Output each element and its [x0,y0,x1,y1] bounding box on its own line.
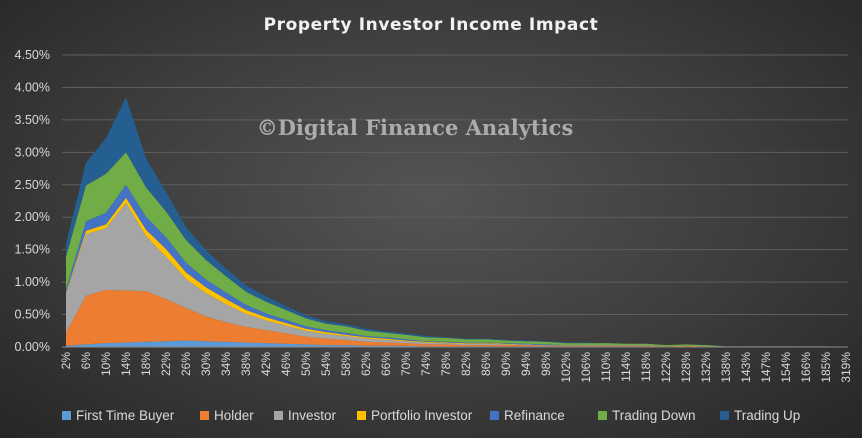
legend-label: Portfolio Investor [371,408,473,423]
x-tick-label: 110% [599,352,613,382]
legend-swatch [598,411,607,420]
x-tick-label: 26% [179,352,193,376]
y-axis-ticks: 0.00% 0.50% 1.00% 1.50% 2.00% 2.50% 3.00% 3.50%… [15,48,50,354]
x-tick-label: 90% [499,352,513,376]
legend-label: First Time Buyer [76,408,175,423]
legend-label: Holder [214,408,254,423]
y-tick-label: 2.50% [15,178,50,192]
x-tick-label: 86% [479,352,493,376]
y-tick-label: 0.00% [15,340,50,354]
series-area-holder [66,289,846,347]
x-tick-label: 50% [299,352,313,376]
x-tick-label: 128% [679,352,693,383]
chart-title: Property Investor Income Impact [264,15,599,35]
x-tick-label: 147% [759,352,773,383]
x-tick-label: 143% [739,352,753,383]
y-tick-label: 3.50% [15,113,50,127]
legend: First Time Buyer Holder Investor Portfolio … [62,408,800,423]
x-tick-label: 22% [159,352,173,376]
legend-swatch [200,411,209,420]
x-tick-label: 98% [539,352,553,376]
x-tick-label: 185% [819,352,833,383]
legend-label: Trading Up [734,408,800,423]
legend-label: Trading Down [612,408,696,423]
x-tick-label: 118% [639,352,653,382]
x-tick-label: 106% [579,352,593,383]
x-tick-label: 78% [439,352,453,376]
series-areas [66,97,846,347]
y-tick-label: 0.50% [15,308,50,322]
x-tick-label: 2% [59,352,73,370]
x-tick-label: 34% [219,352,233,376]
x-tick-label: 319% [839,352,853,383]
watermark: ©Digital Finance Analytics [257,115,574,140]
x-tick-label: 66% [379,352,393,376]
x-tick-label: 42% [259,352,273,376]
y-tick-label: 1.50% [15,243,50,257]
x-tick-label: 138% [719,352,733,383]
x-tick-label: 30% [199,352,213,376]
x-tick-label: 166% [799,352,813,383]
x-tick-label: 122% [659,352,673,383]
legend-swatch [490,411,499,420]
y-tick-label: 4.00% [15,80,50,94]
x-tick-label: 74% [419,352,433,376]
x-tick-label: 154% [779,352,793,383]
x-tick-label: 102% [559,352,573,383]
x-tick-label: 82% [459,352,473,376]
x-tick-label: 46% [279,352,293,376]
legend-label: Refinance [504,408,565,423]
x-tick-label: 54% [319,352,333,376]
x-tick-label: 6% [79,352,93,370]
legend-swatch [62,411,71,420]
legend-swatch [720,411,729,420]
y-tick-label: 3.00% [15,145,50,159]
legend-label: Investor [288,408,337,423]
legend-swatch [357,411,366,420]
legend-swatch [274,411,283,420]
series-area-first-time-buyer [66,340,846,347]
x-tick-label: 94% [519,352,533,376]
x-tick-label: 18% [139,352,153,376]
x-tick-label: 38% [239,352,253,376]
x-tick-label: 10% [99,352,113,376]
x-tick-label: 132% [699,352,713,383]
x-axis-ticks: 2% 6% 10% 14% 18% 22% 26% 30% 34% 38% 42% 46% 50% 54%… [59,352,853,383]
x-tick-label: 70% [399,352,413,376]
y-tick-label: 4.50% [15,48,50,62]
x-tick-label: 14% [119,352,133,376]
y-tick-label: 1.00% [15,275,50,289]
x-tick-label: 58% [339,352,353,376]
x-tick-label: 62% [359,352,373,376]
y-tick-label: 2.00% [15,210,50,224]
x-tick-label: 114% [619,352,633,382]
